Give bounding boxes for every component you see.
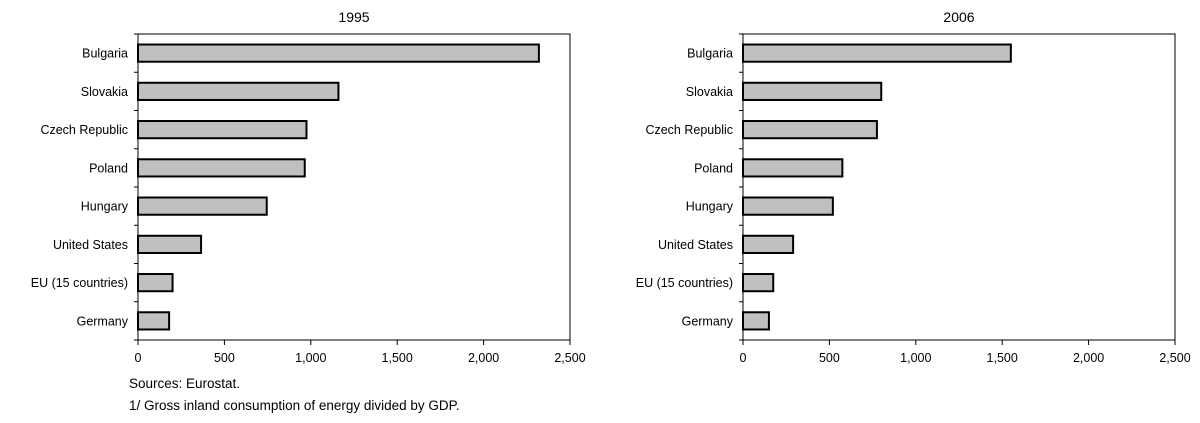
bar-bulgaria	[742, 43, 1012, 63]
x-tick-label: 1,000	[295, 351, 326, 365]
x-tick-label: 2,500	[1159, 351, 1190, 365]
footnote: 1/ Gross inland consumption of energy di…	[129, 398, 460, 413]
bar-hungary	[137, 196, 268, 216]
bar-czech-republic	[742, 120, 878, 140]
category-label: United States	[53, 238, 128, 252]
x-tick-label: 500	[214, 351, 235, 365]
category-label: Poland	[694, 161, 733, 175]
x-tick-label: 2,500	[554, 351, 585, 365]
chart-notes: Sources: Eurostat. 1/ Gross inland consu…	[129, 373, 460, 417]
bar-bulgaria	[137, 43, 540, 63]
category-label: Germany	[77, 314, 129, 328]
x-tick-label: 1,000	[900, 351, 931, 365]
bar-germany	[742, 311, 770, 331]
x-tick-label: 1,500	[382, 351, 413, 365]
chart-title: 1995	[338, 9, 369, 25]
bar-germany	[137, 311, 171, 331]
bar-eu-15-countries	[137, 273, 174, 293]
category-label: Czech Republic	[40, 123, 128, 137]
bar-slovakia	[742, 81, 883, 101]
bar-poland	[742, 158, 844, 178]
bar-hungary	[742, 196, 834, 216]
plot-frame	[137, 33, 571, 341]
bar-czech-republic	[137, 120, 308, 140]
plot-frame	[742, 33, 1176, 341]
x-tick-label: 0	[135, 351, 142, 365]
category-label: Czech Republic	[645, 123, 733, 137]
category-label: Poland	[89, 161, 128, 175]
bar-poland	[137, 158, 306, 178]
category-label: Bulgaria	[687, 47, 733, 61]
category-label: Slovakia	[81, 85, 128, 99]
category-label: EU (15 countries)	[31, 276, 128, 290]
bar-united-states	[742, 234, 795, 254]
category-label: United States	[658, 238, 733, 252]
category-label: EU (15 countries)	[636, 276, 733, 290]
source-note: Sources: Eurostat.	[129, 376, 241, 391]
x-tick-label: 0	[740, 351, 747, 365]
category-label: Hungary	[686, 200, 734, 214]
bar-eu-15-countries	[742, 273, 775, 293]
chart-title: 2006	[943, 9, 974, 25]
chart-1995: 1995 Bulgaria Slovakia Czech Republic Poland…	[31, 9, 586, 365]
chart-2006: 2006 Bulgaria Slovakia Czech Republic Poland…	[636, 9, 1191, 365]
bar-united-states	[137, 234, 203, 254]
bar-slovakia	[137, 81, 340, 101]
category-label: Slovakia	[686, 85, 733, 99]
x-tick-label: 1,500	[987, 351, 1018, 365]
category-label: Germany	[682, 314, 734, 328]
x-tick-label: 2,000	[1073, 351, 1104, 365]
x-tick-label: 500	[819, 351, 840, 365]
category-label: Bulgaria	[82, 47, 128, 61]
x-tick-label: 2,000	[468, 351, 499, 365]
category-label: Hungary	[81, 200, 129, 214]
